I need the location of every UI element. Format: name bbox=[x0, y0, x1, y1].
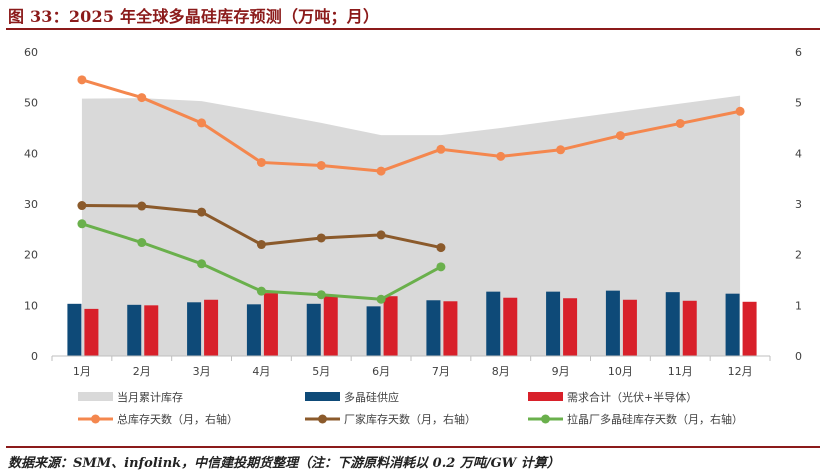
bar-supply-1 bbox=[67, 303, 82, 356]
source-note: 数据来源：SMM、infolink，中信建投期货整理（注：下游原料消耗以 0.2… bbox=[8, 456, 560, 471]
bar-supply-10 bbox=[605, 290, 620, 356]
point-total-days-4 bbox=[256, 157, 266, 167]
line-total-days bbox=[81, 78, 741, 173]
bar-supply-9 bbox=[546, 291, 561, 356]
x-tick-label-5: 5月 bbox=[312, 365, 330, 378]
bar-supply-8 bbox=[486, 291, 501, 356]
x-tick-label-9: 9月 bbox=[552, 365, 570, 378]
y-right-tick-label: 3 bbox=[795, 198, 802, 211]
legend-marker-5 bbox=[541, 414, 550, 424]
y-right-tick-label: 2 bbox=[795, 249, 802, 262]
x-tick-label-1: 1月 bbox=[73, 365, 91, 378]
legend-marker-4 bbox=[318, 414, 327, 424]
y-right-tick-label: 5 bbox=[795, 97, 802, 110]
bar-demand-5 bbox=[323, 295, 338, 356]
area-cumulative-inventory bbox=[81, 95, 741, 356]
point-total-days-3 bbox=[197, 118, 207, 128]
bar-demand-3 bbox=[204, 299, 219, 356]
point-total-days-9 bbox=[556, 145, 566, 155]
point-factory-days-1 bbox=[77, 201, 87, 211]
point-factory-days-4 bbox=[256, 240, 266, 250]
point-pulling-days-1 bbox=[77, 219, 87, 229]
legend-marker-3 bbox=[91, 414, 100, 424]
inventory-chart: 0 10 20 30 40 50 60 0 1 2 3 4 5 6 1月 2月 3月 4月 5月 6月 7月 8月 9月 10… bbox=[24, 46, 802, 426]
bar-demand-6 bbox=[383, 296, 398, 356]
y-right-tick-label: 1 bbox=[795, 299, 802, 312]
y-left-tick-label: 50 bbox=[24, 97, 38, 110]
point-pulling-days-7 bbox=[436, 262, 446, 272]
y-left-tick-label: 10 bbox=[24, 299, 38, 312]
legend-label-5: 拉晶厂多晶硅库存天数（月，右轴） bbox=[567, 412, 743, 426]
point-total-days-1 bbox=[77, 75, 87, 85]
bar-demand-12 bbox=[742, 301, 757, 356]
legend-label-1: 多晶硅供应 bbox=[344, 390, 399, 404]
x-tick-label-2: 2月 bbox=[133, 365, 151, 378]
point-pulling-days-6 bbox=[376, 294, 386, 304]
point-factory-days-3 bbox=[197, 207, 207, 217]
point-total-days-5 bbox=[316, 160, 326, 170]
legend-label-0: 当月累计库存 bbox=[117, 390, 183, 404]
x-tick-label-6: 6月 bbox=[372, 365, 390, 378]
bar-supply-4 bbox=[246, 304, 261, 356]
x-tick-label-10: 10月 bbox=[608, 365, 633, 378]
y-left-tick-label: 40 bbox=[24, 147, 38, 160]
bar-demand-7 bbox=[443, 301, 458, 356]
title-rule bbox=[6, 28, 820, 30]
y-left-tick-label: 60 bbox=[24, 46, 38, 59]
bar-supply-2 bbox=[127, 304, 142, 356]
legend-swatch-2 bbox=[528, 392, 563, 401]
bar-demand-8 bbox=[503, 297, 518, 356]
source-rule bbox=[6, 446, 820, 448]
y-left-tick-label: 30 bbox=[24, 198, 38, 211]
bar-demand-4 bbox=[263, 293, 278, 356]
point-pulling-days-5 bbox=[316, 290, 326, 300]
bar-supply-3 bbox=[187, 302, 202, 356]
point-pulling-days-4 bbox=[256, 286, 266, 296]
point-total-days-11 bbox=[675, 118, 685, 128]
x-tick-label-8: 8月 bbox=[492, 365, 510, 378]
bar-supply-5 bbox=[306, 303, 321, 356]
legend-label-2: 需求合计（光伏+半导体） bbox=[567, 390, 697, 404]
point-factory-days-5 bbox=[316, 233, 326, 243]
point-factory-days-6 bbox=[376, 230, 386, 240]
bar-demand-2 bbox=[144, 305, 159, 356]
legend-swatch-0 bbox=[78, 392, 113, 401]
legend-label-3: 总库存天数（月，右轴） bbox=[117, 412, 238, 426]
point-factory-days-7 bbox=[436, 243, 446, 253]
point-total-days-7 bbox=[436, 144, 446, 154]
bar-demand-11 bbox=[682, 300, 697, 356]
y-right-tick-label: 0 bbox=[795, 350, 802, 363]
legend-label-4: 厂家库存天数（月，右轴） bbox=[344, 412, 476, 426]
point-total-days-6 bbox=[376, 166, 386, 176]
bar-supply-7 bbox=[426, 300, 441, 356]
x-tick-label-11: 11月 bbox=[668, 365, 693, 378]
point-pulling-days-3 bbox=[197, 259, 207, 269]
point-total-days-12 bbox=[735, 106, 745, 116]
x-tick-label-12: 12月 bbox=[728, 365, 753, 378]
point-total-days-2 bbox=[137, 93, 147, 103]
x-tick-label-3: 3月 bbox=[193, 365, 211, 378]
bar-supply-12 bbox=[725, 293, 740, 356]
bar-demand-1 bbox=[84, 308, 99, 356]
x-tick-label-4: 4月 bbox=[252, 365, 270, 378]
figure-title: 图 33：2025 年全球多晶硅库存预测（万吨；月） bbox=[8, 7, 380, 26]
legend-swatch-1 bbox=[305, 392, 340, 401]
point-total-days-8 bbox=[496, 151, 506, 161]
point-pulling-days-2 bbox=[137, 238, 147, 248]
y-left-tick-label: 20 bbox=[24, 249, 38, 262]
point-total-days-10 bbox=[615, 131, 625, 141]
y-right-tick-label: 4 bbox=[795, 147, 802, 160]
bar-demand-10 bbox=[622, 299, 637, 356]
y-left-tick-label: 0 bbox=[31, 350, 38, 363]
bar-demand-9 bbox=[563, 298, 578, 356]
x-tick-label-7: 7月 bbox=[432, 365, 450, 378]
y-right-tick-label: 6 bbox=[795, 46, 802, 59]
bar-supply-6 bbox=[366, 306, 381, 356]
bar-supply-11 bbox=[665, 292, 680, 356]
point-factory-days-2 bbox=[137, 201, 147, 211]
